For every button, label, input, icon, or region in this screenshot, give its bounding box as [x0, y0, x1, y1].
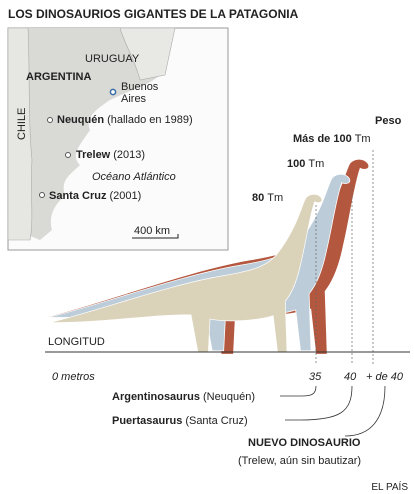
text-part: 100 — [287, 158, 305, 170]
species: NUEVO DINOSAURIO — [248, 437, 361, 449]
text-part: Argentinosaurus — [112, 391, 200, 403]
weight-heading: Peso — [375, 115, 402, 127]
land — [8, 28, 175, 240]
weight: 100 Tm — [287, 158, 324, 170]
title: LOS DINOSAURIOS GIGANTES DE LA PATAGONIA — [8, 7, 299, 21]
label: Trelew (2013) — [76, 149, 145, 161]
label: Santa Cruz (2001) — [49, 190, 141, 202]
text-part: (hallado en 1989) — [107, 114, 193, 126]
text-part: (Neuquén) — [203, 391, 255, 403]
length-tick: 35 — [309, 371, 322, 383]
length-tick: + de 40 — [366, 371, 404, 383]
guides — [315, 150, 374, 365]
label: Océano Atlántico — [92, 171, 176, 183]
label: Buenos — [121, 81, 159, 93]
label: CHILE — [16, 108, 28, 140]
length-tick: 40 — [344, 371, 357, 383]
map: URUGUAY ARGENTINA CHILE Buenos Aires Neu… — [7, 27, 229, 251]
text-part: Tm — [267, 192, 283, 204]
text-part: 80 — [252, 192, 264, 204]
text-part: Tm — [355, 133, 371, 145]
text-part: (2013) — [113, 149, 145, 161]
text-part: Océano — [92, 171, 131, 183]
chile — [7, 27, 33, 241]
text-part: Neuquén — [57, 114, 104, 126]
length-heading: LONGITUD — [48, 336, 105, 348]
scale: 400 km — [134, 225, 170, 237]
text-part: (2001) — [109, 190, 141, 202]
label: URUGUAY — [85, 53, 140, 65]
text-part: Tm — [308, 158, 324, 170]
species: Puertasaurus (Santa Cruz) — [112, 415, 248, 427]
species-note: (Trelew, aún sin bautizar) — [238, 455, 361, 467]
label: ARGENTINA — [26, 71, 91, 83]
text-part: (Santa Cruz) — [185, 415, 247, 427]
weight: 80 Tm — [252, 192, 283, 204]
source: EL PAÍS — [371, 480, 408, 493]
label: Aires — [121, 93, 147, 105]
text-part: Más de 100 — [293, 133, 352, 145]
weight: Más de 100 Tm — [293, 133, 371, 145]
text-part: Santa Cruz — [49, 190, 107, 202]
uruguay — [119, 27, 176, 81]
text-part: Puertasaurus — [112, 415, 182, 427]
leaders — [280, 385, 386, 437]
species: Argentinosaurus (Neuquén) — [112, 391, 255, 403]
text-part: Trelew — [76, 149, 111, 161]
length-tick: 0 metros — [52, 371, 95, 383]
scale-bar — [132, 234, 179, 239]
text-part: Atlántico — [133, 171, 176, 183]
label: Neuquén (hallado en 1989) — [57, 114, 193, 126]
